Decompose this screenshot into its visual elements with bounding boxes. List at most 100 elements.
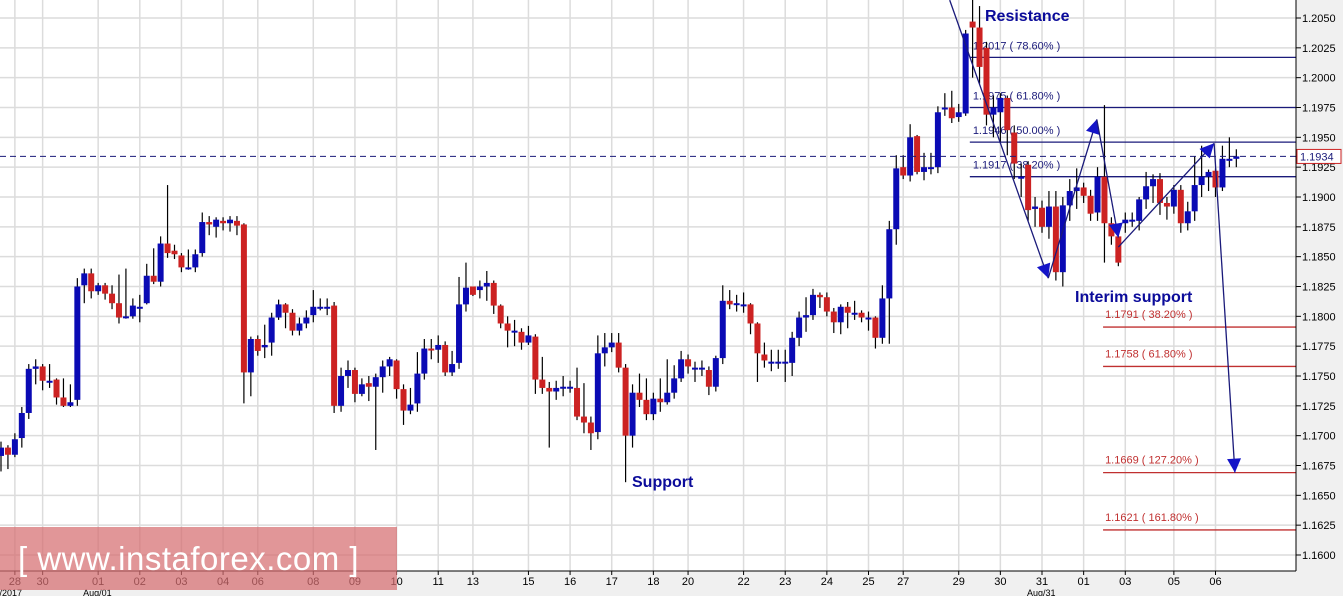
x-tick-label: 17 [606,576,618,588]
y-tick-label: 1.1775 [1302,341,1336,353]
candle-down [178,255,185,268]
candle-up [247,338,254,373]
candle-up [608,342,615,348]
arrow-line [1047,119,1098,279]
candle-up [1059,205,1066,273]
candle-down [546,387,553,392]
candle-down [1039,207,1045,227]
candle-up [629,392,636,436]
candle-up [962,33,969,114]
arrow-line [1213,143,1236,473]
candle-up [733,303,740,306]
candle-down [983,47,990,115]
y-tick-label: 1.1800 [1302,311,1336,323]
arrowhead-icon [1199,143,1215,159]
candle-up [18,412,25,439]
candle-up [379,366,386,378]
candle-down [858,312,865,318]
candle-down [254,338,261,351]
x-tick-label: 30 [994,576,1006,588]
candle-up [122,316,129,319]
candle-down [365,383,372,387]
candle-up [449,364,456,373]
candle-up [386,359,393,367]
candle-up [796,317,803,338]
y-tick-label: 1.1950 [1302,132,1336,144]
candle-down [816,294,823,298]
candle-down [657,398,664,403]
arrow-line [1117,142,1215,248]
candle-down [643,399,650,415]
arrow-line [1096,119,1119,238]
candle-down [351,370,358,394]
candle-up [1066,191,1073,206]
candle-up [927,167,934,170]
candle-down [1163,202,1170,207]
candle-down [1212,170,1219,188]
candle-up [865,317,872,320]
candle-up [414,373,421,404]
arrowhead-icon [1086,119,1100,135]
candle-down [830,311,837,323]
candle-up [1205,171,1212,177]
candle-up [886,229,893,299]
candle-up [0,447,4,456]
x-tick-label: 01 [1078,576,1090,588]
candle-up [303,317,310,324]
candle-up [199,222,206,254]
fib-label: 1.2017 ( 78.60% ) [973,40,1060,52]
candle-up [1032,206,1039,209]
candle-down [60,397,67,406]
candle-up [1198,176,1205,186]
candle-up [740,304,747,307]
y-tick-label: 1.1725 [1302,401,1336,413]
candle-up [11,439,18,455]
candle-down [490,282,497,306]
candle-up [185,267,192,270]
candle-up [567,386,574,389]
fib-label: 1.1758 ( 61.80% ) [1105,348,1192,360]
plot-background [0,0,1296,571]
candle-down [400,389,407,411]
candle-up [879,298,886,338]
candle-up [275,304,282,318]
candle-up [345,370,351,376]
candle-down [504,323,511,331]
candle-up [803,315,810,318]
candle-up [698,367,705,370]
x-tick-label: 20 [682,576,694,588]
candle-down [109,293,116,304]
candle-up [1170,189,1177,207]
candle-up [435,344,442,350]
candle-up [227,219,234,224]
x-tick-label: 06 [1209,576,1221,588]
candle-down [532,336,539,380]
y-tick-label: 1.1875 [1302,222,1336,234]
y-tick-label: 1.1675 [1302,460,1336,472]
arrowhead-icon [1227,458,1242,473]
x-tick-label: 29 [953,576,965,588]
candle-up [553,387,560,392]
candle-up [46,380,53,383]
fib-label: 1.1917 ( 38.20% ) [973,160,1060,172]
x-month-label: Aug/01 [83,588,112,596]
y-tick-label: 1.2050 [1302,13,1336,25]
candle-up [775,361,782,364]
candle-down [102,285,109,294]
instaforex-watermark: [ www.instaforex.com ] [0,527,397,590]
candle-down [497,305,504,324]
candle-up [712,358,719,387]
candle-down [442,344,449,373]
candle-up [1073,187,1080,192]
arrowhead-icon [1108,222,1123,238]
candle-up [692,367,698,370]
x-tick-label: 18 [647,576,659,588]
candle-up [601,347,608,354]
fibonacci-levels: 1.2017 ( 78.60% )1.1975 ( 61.80% )1.1946… [969,40,1296,531]
candle-up [192,254,199,268]
candle-down [282,304,289,313]
candle-up [1219,158,1226,188]
y-tick-label: 1.1650 [1302,490,1336,502]
candle-up [525,335,532,343]
arrowhead-icon [1036,262,1051,279]
